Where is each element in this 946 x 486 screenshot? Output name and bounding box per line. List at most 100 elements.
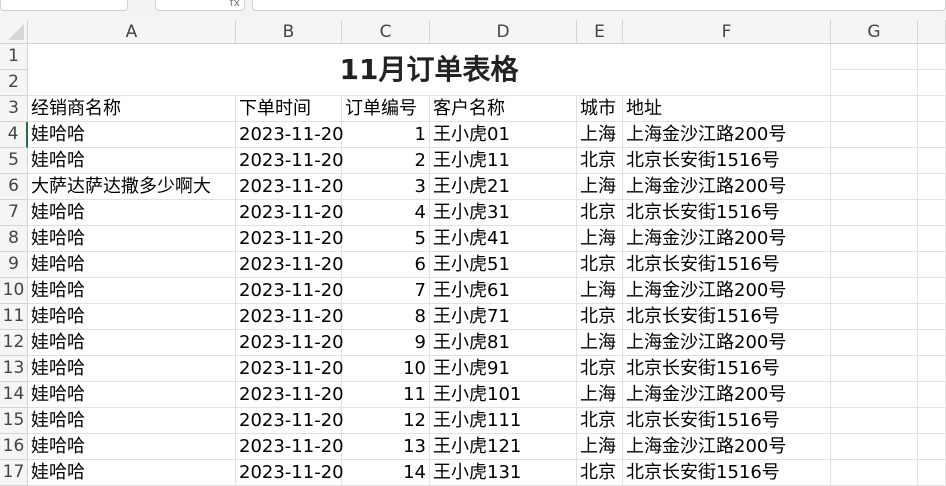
cell[interactable] [918, 382, 946, 408]
data-cell[interactable]: 2023-11-20 [236, 278, 344, 304]
row-header-4[interactable]: 4 [0, 122, 28, 148]
data-cell[interactable]: 7 [342, 278, 430, 304]
cell[interactable] [918, 70, 946, 96]
data-cell[interactable]: 2023-11-20 [236, 408, 344, 434]
data-cell[interactable]: 王小虎41 [430, 226, 577, 252]
row-header-14[interactable]: 14 [0, 382, 28, 408]
data-cell[interactable]: 王小虎81 [430, 330, 577, 356]
data-cell[interactable]: 王小虎91 [430, 356, 577, 382]
data-cell[interactable]: 北京 [577, 252, 623, 278]
data-cell[interactable]: 10 [342, 356, 430, 382]
title-cell[interactable]: 11月订单表格 [28, 44, 831, 96]
row-header-16[interactable]: 16 [0, 434, 28, 460]
data-cell[interactable]: 2023-11-20 [236, 252, 344, 278]
data-cell[interactable]: 上海金沙江路200号 [623, 382, 831, 408]
data-cell[interactable]: 2023-11-20 [236, 460, 344, 486]
data-cell[interactable]: 2023-11-20 [236, 122, 344, 148]
row-header-5[interactable]: 5 [0, 148, 28, 174]
data-cell[interactable]: 娃哈哈 [28, 356, 236, 382]
data-cell[interactable]: 6 [342, 252, 430, 278]
row-header-2[interactable]: 2 [0, 70, 28, 96]
row-header-9[interactable]: 9 [0, 252, 28, 278]
data-cell[interactable]: 娃哈哈 [28, 330, 236, 356]
cell[interactable] [831, 96, 918, 122]
column-header-next[interactable] [918, 20, 946, 44]
row-header-10[interactable]: 10 [0, 278, 28, 304]
cell[interactable] [918, 226, 946, 252]
data-cell[interactable]: 王小虎11 [430, 148, 577, 174]
data-cell[interactable]: 1 [342, 122, 430, 148]
data-cell[interactable]: 上海 [577, 226, 623, 252]
data-cell[interactable]: 娃哈哈 [28, 226, 236, 252]
data-cell[interactable]: 3 [342, 174, 430, 200]
data-cell[interactable]: 娃哈哈 [28, 252, 236, 278]
data-cell[interactable]: 2023-11-20 [236, 356, 344, 382]
cell[interactable] [831, 148, 918, 174]
data-cell[interactable]: 上海 [577, 330, 623, 356]
cell[interactable] [831, 226, 918, 252]
data-cell[interactable]: 12 [342, 408, 430, 434]
data-cell[interactable]: 娃哈哈 [28, 434, 236, 460]
cell[interactable] [918, 434, 946, 460]
cell[interactable] [918, 96, 946, 122]
data-cell[interactable]: 王小虎71 [430, 304, 577, 330]
row-header-17[interactable]: 17 [0, 460, 28, 486]
column-header-A[interactable]: A [28, 20, 236, 44]
data-cell[interactable]: 北京 [577, 148, 623, 174]
data-cell[interactable]: 王小虎31 [430, 200, 577, 226]
cell[interactable] [831, 122, 918, 148]
header-cell[interactable]: 经销商名称 [28, 96, 236, 122]
data-cell[interactable]: 上海 [577, 434, 623, 460]
data-cell[interactable]: 北京长安街1516号 [623, 460, 831, 486]
data-cell[interactable]: 王小虎61 [430, 278, 577, 304]
header-cell[interactable]: 客户名称 [430, 96, 577, 122]
data-cell[interactable]: 上海 [577, 174, 623, 200]
data-cell[interactable]: 王小虎01 [430, 122, 577, 148]
data-cell[interactable]: 2023-11-20 [236, 148, 344, 174]
cell[interactable] [831, 330, 918, 356]
data-cell[interactable]: 北京长安街1516号 [623, 252, 831, 278]
cell[interactable] [831, 304, 918, 330]
data-cell[interactable]: 2023-11-20 [236, 330, 344, 356]
data-cell[interactable]: 娃哈哈 [28, 382, 236, 408]
data-cell[interactable]: 上海金沙江路200号 [623, 226, 831, 252]
column-header-B[interactable]: B [236, 20, 342, 44]
cell[interactable] [831, 200, 918, 226]
data-cell[interactable]: 2023-11-20 [236, 382, 344, 408]
cell[interactable] [918, 174, 946, 200]
row-header-12[interactable]: 12 [0, 330, 28, 356]
row-header-11[interactable]: 11 [0, 304, 28, 330]
data-cell[interactable]: 上海金沙江路200号 [623, 434, 831, 460]
row-header-1[interactable]: 1 [0, 44, 28, 70]
column-header-C[interactable]: C [342, 20, 430, 44]
data-cell[interactable]: 5 [342, 226, 430, 252]
fx-button[interactable]: fx [155, 0, 245, 11]
cell[interactable] [831, 70, 918, 96]
cell[interactable] [918, 122, 946, 148]
cell[interactable] [918, 148, 946, 174]
data-cell[interactable]: 2 [342, 148, 430, 174]
data-cell[interactable]: 王小虎131 [430, 460, 577, 486]
cell[interactable] [918, 44, 946, 70]
data-cell[interactable]: 9 [342, 330, 430, 356]
data-cell[interactable]: 2023-11-20 [236, 200, 344, 226]
cell[interactable] [831, 408, 918, 434]
data-cell[interactable]: 王小虎121 [430, 434, 577, 460]
data-cell[interactable]: 娃哈哈 [28, 304, 236, 330]
data-cell[interactable]: 北京 [577, 460, 623, 486]
data-cell[interactable]: 北京长安街1516号 [623, 200, 831, 226]
data-cell[interactable]: 娃哈哈 [28, 460, 236, 486]
cell[interactable] [831, 460, 918, 486]
header-cell[interactable]: 订单编号 [342, 96, 430, 122]
data-cell[interactable]: 王小虎51 [430, 252, 577, 278]
data-cell[interactable]: 王小虎111 [430, 408, 577, 434]
data-cell[interactable]: 上海 [577, 122, 623, 148]
cell[interactable] [831, 434, 918, 460]
data-cell[interactable]: 北京长安街1516号 [623, 304, 831, 330]
data-cell[interactable]: 上海金沙江路200号 [623, 122, 831, 148]
row-header-7[interactable]: 7 [0, 200, 28, 226]
row-header-13[interactable]: 13 [0, 356, 28, 382]
header-cell[interactable]: 下单时间 [236, 96, 342, 122]
cell[interactable] [918, 356, 946, 382]
cell[interactable] [918, 252, 946, 278]
